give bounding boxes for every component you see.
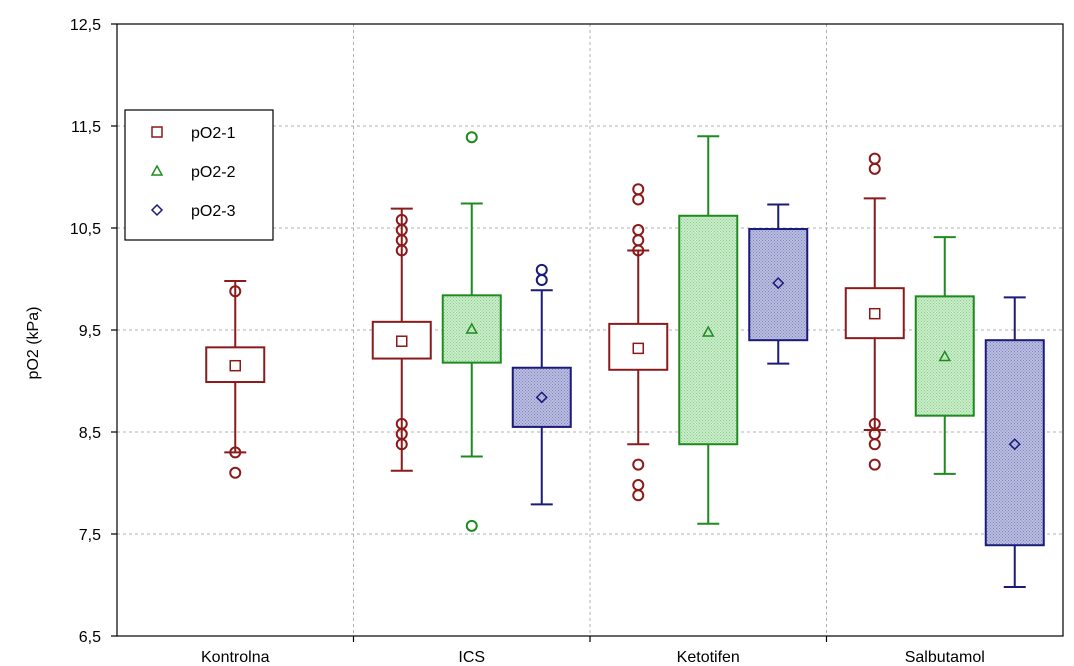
iqr-box [205,346,266,384]
outlier-point [465,519,478,532]
median-marker [1008,438,1021,451]
y-axis-title: pO2 (kPa) [25,307,42,380]
y-tick-label: 10,5 [70,221,101,238]
x-tick-label: ICS [458,649,485,666]
outlier-point [868,417,881,430]
box-pO2-1-Kontrolna [205,280,266,479]
iqr-box [511,366,572,428]
median-marker [772,277,785,290]
x-tick-label: Kontrolna [201,649,270,666]
outlier-point [868,438,881,451]
iqr-box [371,320,432,360]
box-pO2-3-ICS [511,263,572,506]
outlier-point [632,224,645,237]
legend-label: pO2-1 [191,125,236,142]
box-pO2-1-ICS [371,207,432,472]
y-tick-label: 12,5 [70,17,101,34]
median-marker [535,391,548,404]
iqr-box [984,339,1045,547]
outlier-point [632,458,645,471]
iqr-box [844,287,905,340]
median-marker [869,307,881,320]
grid-lines [117,24,1063,636]
box-pO2-3-Salbutamol [984,296,1045,589]
outlier-point [868,152,881,165]
outlier-point [465,131,478,144]
y-tick-label: 11,5 [71,119,101,136]
outlier-point [395,417,408,430]
outlier-point [229,285,242,298]
box-pO2-1-Ketotifen [608,183,669,502]
iqr-box [678,214,739,446]
median-marker [229,359,241,372]
legend-label: pO2-3 [191,203,236,220]
outlier-point [632,479,645,492]
axes: 6,5 7,5 8,5 9,5 10,5 11,5 12,5 Kontrolna ICS Keto… [70,17,1064,666]
outlier-point [632,193,645,206]
median-marker [632,342,644,355]
box-pO2-2-Ketotifen [678,135,739,525]
y-tick-label: 6,5 [79,629,101,646]
outlier-point [229,466,242,479]
y-tick-label: 8,5 [79,425,101,442]
outlier-point [632,183,645,196]
iqr-box [441,294,502,364]
legend-box [124,109,274,241]
iqr-box [914,295,975,417]
y-tick-label: 7,5 [79,527,101,544]
outlier-point [868,162,881,175]
iqr-box [748,228,809,342]
legend-marker [150,164,164,176]
outlier-point [535,263,548,276]
y-tick-label: 9,5 [79,323,101,340]
outlier-point [395,213,408,226]
legend: pO2-1 pO2-2 pO2-3 [124,109,274,241]
outlier-point [535,274,548,287]
x-tick-label: Ketotifen [677,649,740,666]
box-pO2-3-Ketotifen [748,203,809,365]
legend-marker [151,126,163,138]
median-marker [938,349,952,362]
median-marker [396,335,408,347]
outlier-point [229,446,242,459]
x-tick-label: Salbutamol [905,649,985,666]
box-pO2-1-Salbutamol [844,152,905,471]
median-marker [701,325,715,337]
box-pO2-2-Salbutamol [914,236,975,475]
outlier-point [632,234,645,247]
median-marker [465,322,479,334]
plot-area [205,131,1045,589]
legend-marker [150,203,164,217]
outlier-point [868,458,881,471]
iqr-box [608,322,669,371]
outlier-point [632,489,645,502]
box-pO2-2-ICS [441,131,502,532]
legend-label: pO2-2 [191,164,236,181]
